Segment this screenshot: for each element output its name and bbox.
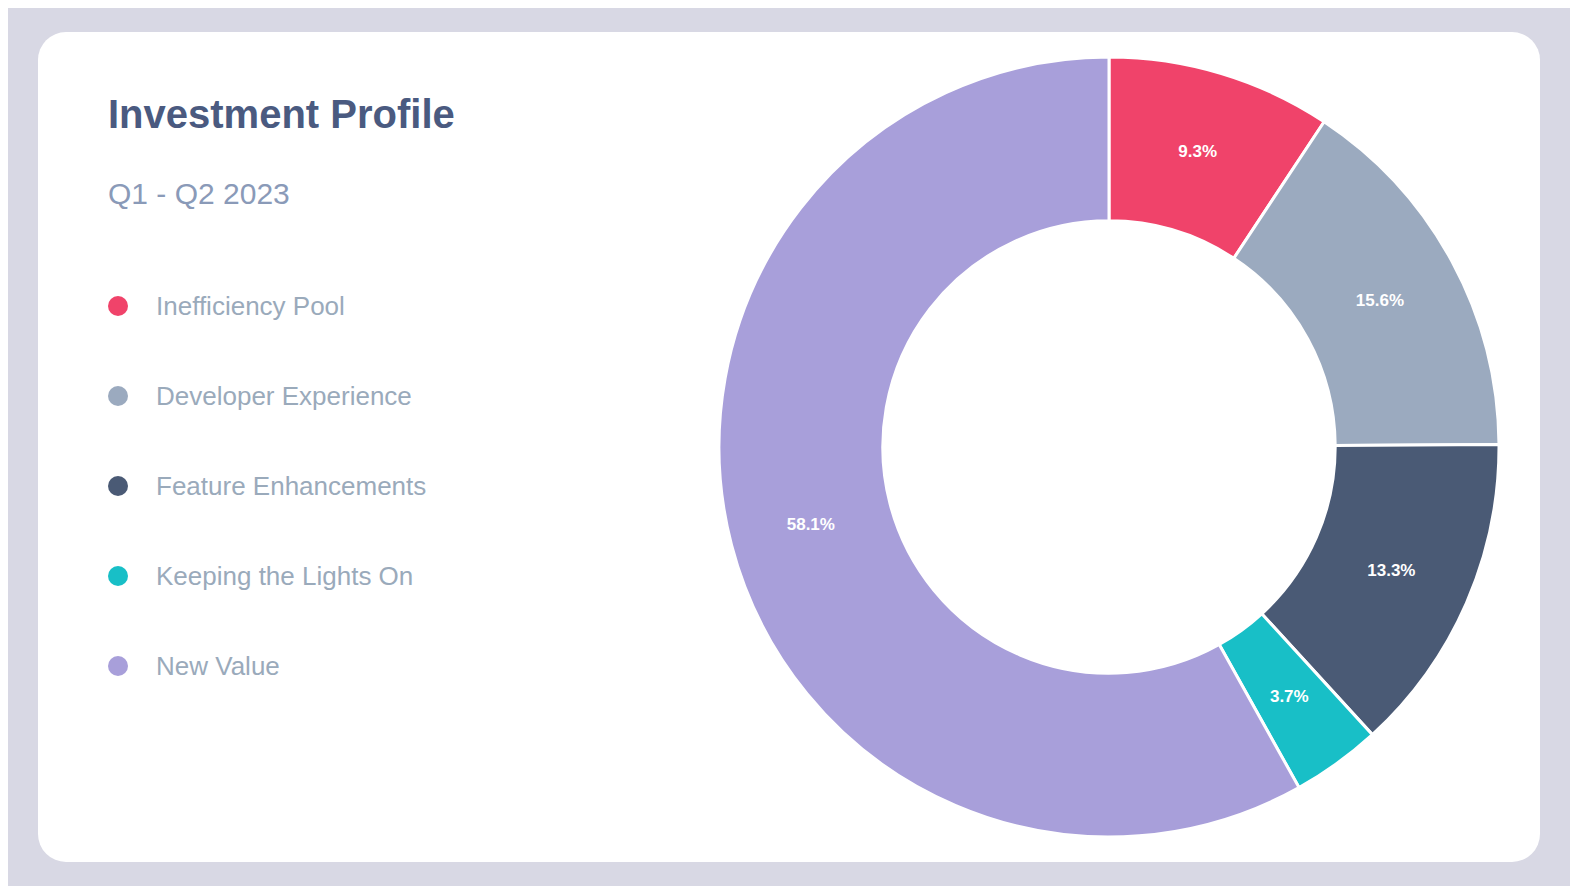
svg-text:3.7%: 3.7% — [1270, 687, 1309, 706]
html-text:Investment Profile: Investment Profile — [108, 92, 455, 136]
html-text:Inefficiency Pool: Inefficiency Pool — [156, 290, 345, 321]
svg-text:58.1%: 58.1% — [787, 515, 835, 534]
html-text:New Value: New Value — [156, 650, 280, 681]
html-text:Q1 - Q2 2023: Q1 - Q2 2023 — [108, 177, 290, 210]
svg-text:9.3%: 9.3% — [1178, 142, 1217, 161]
html-text:Feature Enhancements: Feature Enhancements — [156, 470, 427, 501]
svg-text:13.3%: 13.3% — [1367, 561, 1415, 580]
html-text:Developer Experience: Developer Experience — [156, 380, 412, 411]
svg-text:15.6%: 15.6% — [1356, 291, 1404, 310]
html-text:Keeping the Lights On: Keeping the Lights On — [156, 560, 414, 591]
